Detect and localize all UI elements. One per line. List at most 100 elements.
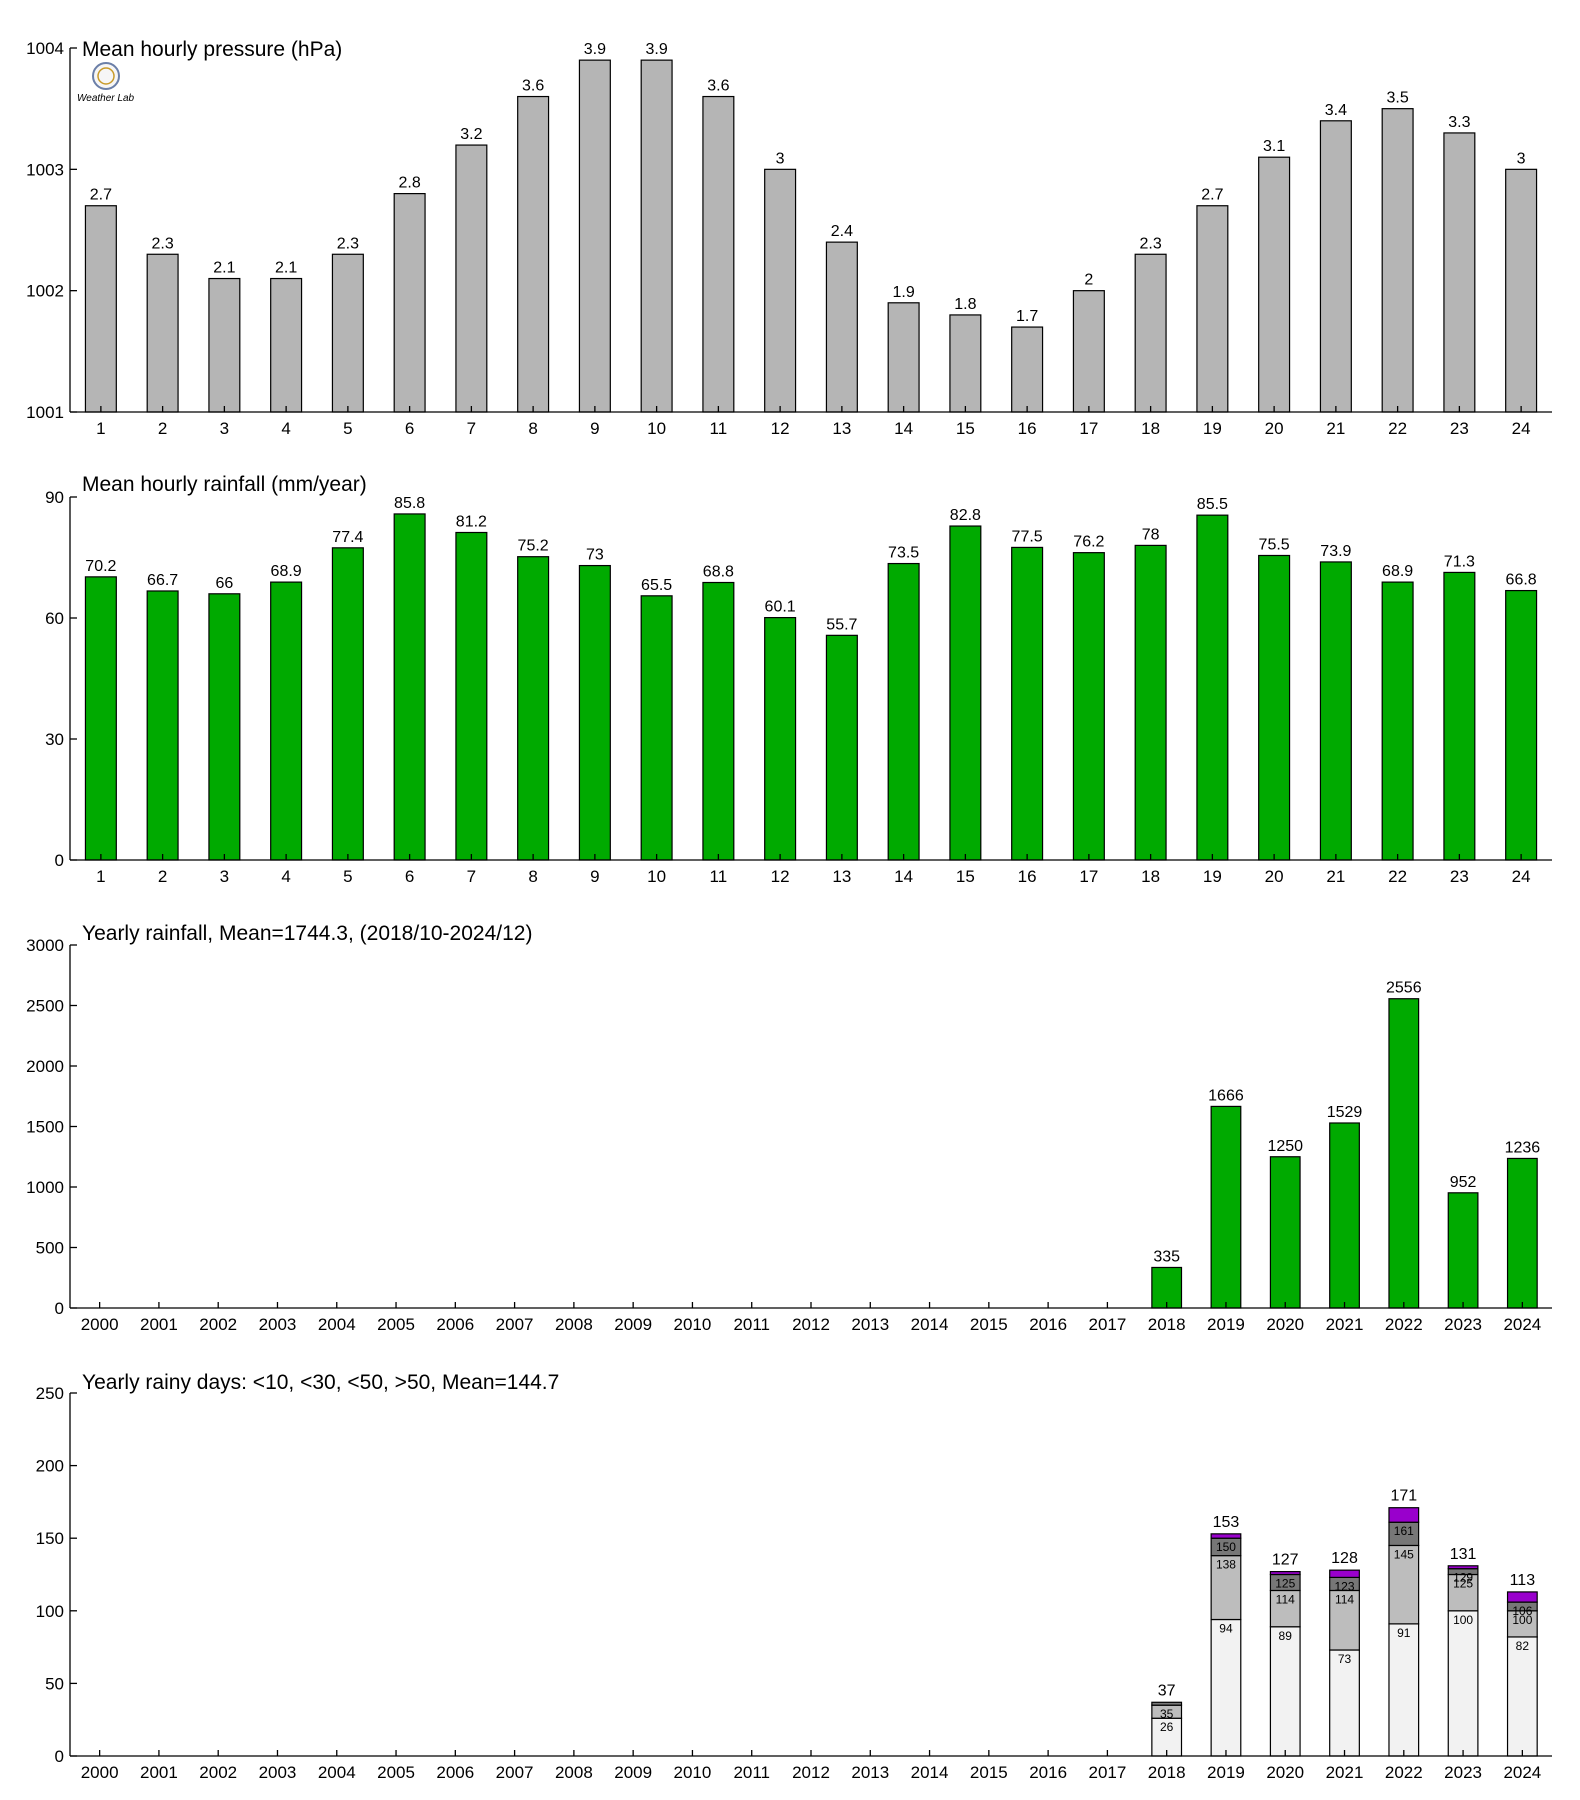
x-tick-label: 2000 [81, 1315, 119, 1334]
bar-value-label: 2.8 [399, 175, 421, 192]
y-tick-label: 90 [45, 488, 64, 507]
bar-value-label: 73.9 [1320, 543, 1351, 560]
stacked-bar-segment [1329, 1589, 1360, 1651]
x-tick-label: 2021 [1326, 1315, 1364, 1334]
bar [825, 241, 858, 413]
x-tick-label: 7 [467, 867, 476, 886]
x-tick-label: 2015 [970, 1763, 1008, 1782]
logo-text: Weather Lab [77, 93, 135, 104]
bar [1210, 1105, 1242, 1309]
bar-value-label: 2.3 [152, 235, 174, 252]
bar-value-label: 68.9 [271, 563, 302, 580]
x-tick-label: 2013 [851, 1763, 889, 1782]
bar [331, 253, 364, 413]
segment-label: 145 [1394, 1547, 1414, 1561]
bar [1196, 205, 1229, 413]
y-tick-label: 60 [45, 609, 64, 628]
bar [1072, 290, 1105, 413]
x-tick-label: 2017 [1088, 1315, 1126, 1334]
x-tick-label: 2021 [1326, 1763, 1364, 1782]
stacked-bar-segment [1269, 1570, 1301, 1576]
segment-label: 73 [1338, 1652, 1352, 1666]
segment-label: 114 [1335, 1592, 1354, 1606]
x-tick-label: 4 [281, 867, 290, 886]
x-tick-label: 14 [894, 867, 913, 886]
yearly-rainfall-chart-title: Yearly rainfall, Mean=1744.3, (2018/10-2… [82, 922, 532, 945]
bar [887, 302, 920, 413]
y-tick-label: 2000 [26, 1057, 64, 1076]
bar-total-label: 171 [1390, 1488, 1417, 1505]
bar-value-label: 3.4 [1325, 102, 1347, 119]
bar [1505, 168, 1538, 413]
stacked-bar-segment [1506, 1591, 1538, 1603]
x-tick-label: 2000 [81, 1763, 119, 1782]
segment-label: 114 [1276, 1592, 1295, 1606]
y-tick-label: 200 [36, 1457, 64, 1476]
bar-value-label: 60.1 [765, 599, 796, 616]
bar-value-label: 55.7 [826, 616, 857, 633]
x-tick-label: 6 [405, 419, 414, 438]
stacked-bar-segment [1388, 1544, 1420, 1625]
x-tick-label: 2005 [377, 1315, 415, 1334]
bar [1258, 554, 1291, 861]
bar [84, 205, 117, 413]
bar [517, 95, 550, 413]
stacked-bar-segment [1388, 1623, 1420, 1757]
bar-value-label: 66 [215, 575, 233, 592]
x-tick-label: 2001 [140, 1315, 178, 1334]
x-tick-label: 2022 [1385, 1315, 1423, 1334]
bar-value-label: 2556 [1386, 980, 1422, 997]
x-tick-label: 2009 [614, 1763, 652, 1782]
bar [1196, 514, 1229, 861]
segment-label: 91 [1397, 1626, 1411, 1640]
x-tick-label: 2007 [496, 1763, 534, 1782]
x-tick-label: 4 [281, 419, 290, 438]
bar-value-label: 1529 [1327, 1104, 1363, 1121]
segment-label: 161 [1394, 1524, 1414, 1538]
bar-value-label: 1666 [1208, 1087, 1244, 1104]
x-tick-label: 3 [220, 867, 229, 886]
y-tick-label: 250 [36, 1384, 64, 1403]
x-tick-label: 10 [647, 419, 666, 438]
bar [393, 193, 426, 413]
segment-label: 138 [1216, 1558, 1236, 1572]
bar-value-label: 1236 [1505, 1139, 1541, 1156]
x-tick-label: 9 [590, 867, 599, 886]
x-tick-label: 2022 [1385, 1763, 1423, 1782]
bar-total-label: 37 [1158, 1682, 1176, 1699]
y-tick-label: 50 [45, 1674, 64, 1693]
bar [1319, 561, 1352, 861]
x-tick-label: 15 [956, 867, 975, 886]
bar [1134, 253, 1167, 413]
segment-label: 35 [1160, 1707, 1174, 1721]
bar [455, 531, 488, 861]
bar-value-label: 66.7 [147, 572, 178, 589]
hourly-rainfall-chart-title: Mean hourly rainfall (mm/year) [82, 473, 367, 496]
bar-value-label: 66.8 [1506, 572, 1537, 589]
x-tick-label: 19 [1203, 867, 1222, 886]
x-tick-label: 18 [1141, 419, 1160, 438]
x-tick-label: 2019 [1207, 1315, 1245, 1334]
x-tick-label: 2003 [259, 1763, 297, 1782]
x-tick-label: 2010 [674, 1763, 712, 1782]
bar-value-label: 76.2 [1073, 534, 1104, 551]
bar [764, 168, 797, 413]
bar [578, 59, 611, 413]
bar-value-label: 2.4 [831, 223, 853, 240]
bar-value-label: 3.6 [707, 78, 729, 95]
yearly-rainfall-chart: Yearly rainfall, Mean=1744.3, (2018/10-2… [26, 922, 1552, 1334]
x-tick-label: 18 [1141, 867, 1160, 886]
bar-value-label: 335 [1153, 1248, 1180, 1265]
stacked-bar-segment [1506, 1636, 1538, 1757]
segment-label: 125 [1453, 1577, 1473, 1591]
bar-total-label: 127 [1272, 1552, 1299, 1569]
bar [1447, 1192, 1479, 1309]
bar-total-label: 113 [1510, 1572, 1536, 1589]
bar-value-label: 85.8 [394, 495, 425, 512]
stacked-bar-segment [1210, 1533, 1242, 1539]
x-tick-label: 11 [710, 867, 728, 886]
bar [270, 581, 303, 861]
x-tick-label: 5 [343, 419, 352, 438]
x-tick-label: 2019 [1207, 1763, 1245, 1782]
segment-label: 26 [1160, 1720, 1174, 1734]
